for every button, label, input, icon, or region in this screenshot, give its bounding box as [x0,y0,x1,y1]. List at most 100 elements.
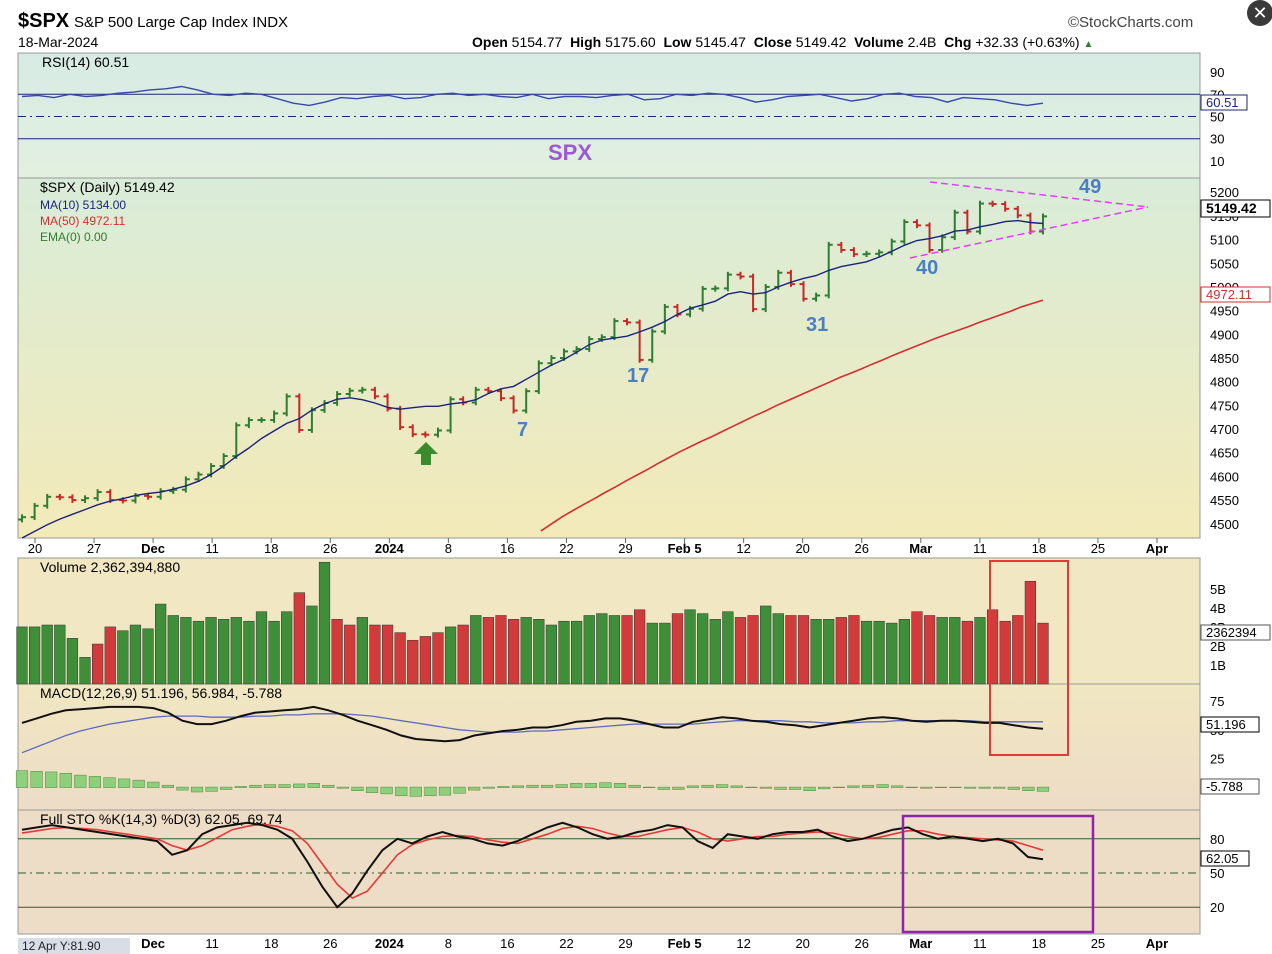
macd-histogram-bar [351,786,364,791]
macd-histogram-bar [438,786,452,796]
volume-bar [823,619,835,685]
volume-bar [192,620,205,685]
rsi-tick-label: 50 [1210,110,1224,125]
volume-bar [608,615,621,685]
volume-bar [66,638,79,685]
x-axis-tick-label: 22 [559,541,573,556]
macd-histogram-bar [628,784,641,788]
volume-tick-label: 5B [1210,582,1226,597]
macd-value-tag: 51.196 [1200,716,1260,733]
macd-histogram-bar [293,783,306,788]
chart-date: 18-Mar-2024 [18,34,99,50]
macd-histogram-bar [803,786,816,791]
x-axis-tick-label-bottom: Dec [141,936,165,951]
price-bar [761,284,770,313]
price-bar [660,304,669,335]
macd-histogram-bar [132,779,145,788]
volume-bar [281,611,293,685]
close-value: 5149.42 [795,34,847,50]
price-bar [975,200,984,235]
macd-histogram-bar [1007,786,1020,790]
price-bar [723,271,732,292]
macd-histogram-bar [424,786,437,797]
low-value: 5145.47 [695,34,746,50]
volume-bar [255,611,268,685]
price-bar [55,493,64,501]
macd-histogram-bar [103,777,116,788]
volume-legend: Volume 2,362,394,880 [40,559,180,575]
volume-bar [911,611,923,685]
annotation-7: 7 [517,419,528,441]
macd-histogram-bar [307,783,320,788]
x-axis-tick-label: 11 [973,541,987,556]
macd-histogram-bar [672,786,685,790]
macd-histogram-bar [380,786,393,795]
volume-bar [41,624,53,685]
volume-bar [306,605,318,685]
volume-bar [533,619,545,685]
high-label: High [570,34,602,50]
macd-histogram-bar [59,772,72,788]
volume-bar [722,611,734,685]
volume-tick-label: 4B [1210,601,1226,616]
volume-bar [167,615,179,685]
price-bar [522,388,531,414]
annotation-17: 17 [627,365,649,387]
price-bar [950,209,959,241]
triangle-lower-line [909,206,1149,259]
price-bar [1001,201,1010,212]
ma50-value-tag: 4972.11 [1200,286,1271,303]
low-label: Low [663,34,692,50]
volume-bar [356,617,368,685]
volume-bar [243,620,255,685]
price-bar [81,495,90,503]
volume-bar [747,615,759,685]
x-axis-tick-label-bottom: 11 [205,936,219,951]
volume-bar [646,622,658,685]
stoch-k-value-tag: 62.05 [1200,850,1250,867]
x-axis-tick-label-bottom: 2024 [375,936,405,951]
volume-bar [583,615,595,685]
macd-histogram-bar [15,770,29,788]
price-legend-ema: EMA(0) 0.00 [40,230,108,244]
x-axis-tick-label-bottom: 16 [500,936,514,951]
price-bar [257,417,266,423]
volume-bar [54,624,66,685]
x-axis-tick-label: 20 [795,541,809,556]
macd-histogram-bar [1036,786,1050,792]
macd-histogram-bar [249,784,262,788]
volume-bar [79,657,91,685]
price-bar [68,494,77,503]
macd-histogram-bar [365,786,379,793]
close-icon[interactable]: ✕ [1247,0,1272,26]
annotation-31: 31 [806,314,828,336]
price-bar [446,396,455,434]
stochastic-tick-label: 20 [1210,900,1224,915]
macd-histogram-bar [541,784,554,788]
svg-text:60.51: 60.51 [1206,95,1239,110]
x-axis-tick-label-bottom: 8 [445,936,452,951]
macd-line [21,705,1044,743]
macd-histogram-bar [190,786,204,793]
volume-bar [684,609,696,685]
price-bar [875,249,884,257]
macd-histogram-bar [905,786,918,788]
price-bar [194,471,203,483]
volume-bar [785,615,797,685]
volume-bar [104,626,116,685]
volume-bar [848,615,860,685]
x-axis-tick-label-bottom: 18 [264,936,278,951]
volume-bar [797,615,810,685]
macd-legend: MACD(12,26,9) 51.196, 56.984, -5.788 [40,685,282,701]
ma10-line [21,219,1044,539]
volume-bar [344,624,356,685]
macd-histogram-bar [555,784,568,788]
price-bar [648,328,657,363]
x-axis-tick-label: 27 [87,541,101,556]
macd-histogram-bar [745,786,758,788]
volume-bar [444,626,457,685]
x-axis-tick-label-bottom: 12 [736,936,750,951]
x-axis-tick-label-bottom: Apr [1146,936,1168,951]
macd-histogram-bar [30,771,43,788]
